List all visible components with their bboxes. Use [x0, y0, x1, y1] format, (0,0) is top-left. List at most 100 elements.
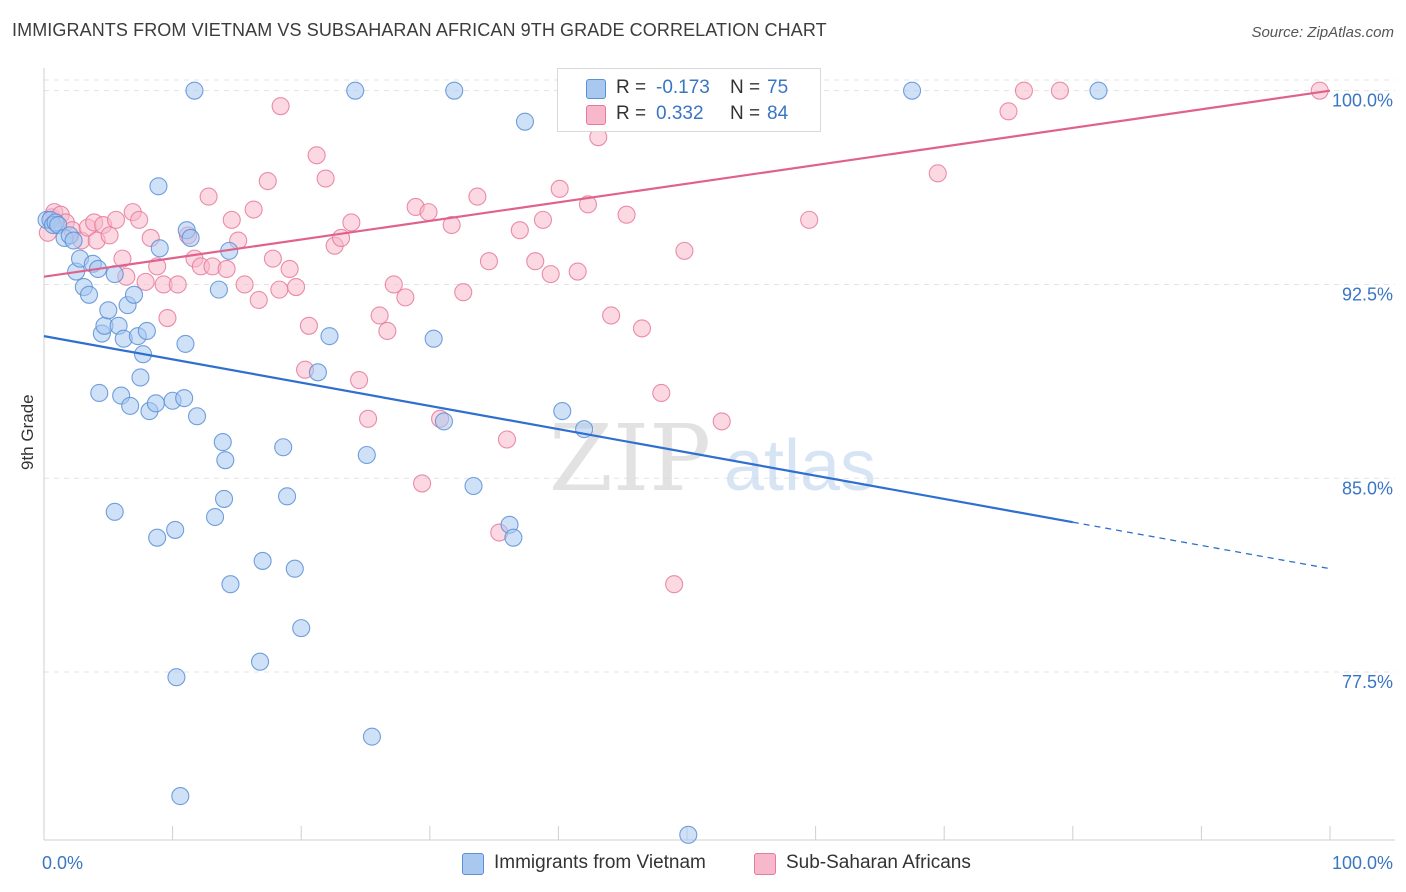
watermark: ZIP atlas — [549, 405, 876, 512]
legend-r-label: R = — [616, 77, 647, 98]
point-sub-saharan — [287, 277, 306, 297]
point-sub-saharan — [158, 309, 177, 328]
point-sub-saharan — [665, 575, 684, 594]
point-vietnam — [175, 389, 194, 408]
point-sub-saharan — [359, 409, 378, 428]
point-sub-saharan — [454, 283, 473, 302]
point-sub-saharan — [1050, 81, 1069, 100]
point-vietnam — [150, 239, 169, 258]
point-sub-saharan — [396, 288, 415, 307]
point-sub-saharan — [199, 187, 218, 206]
point-sub-saharan — [602, 306, 621, 325]
point-sub-saharan — [271, 97, 290, 116]
point-vietnam — [308, 363, 327, 382]
point-sub-saharan — [652, 383, 671, 403]
point-vietnam — [464, 476, 483, 496]
point-vietnam — [79, 285, 99, 304]
x-tick-label: 0.0% — [42, 853, 83, 873]
point-vietnam — [90, 383, 109, 403]
point-sub-saharan — [299, 316, 318, 335]
point-sub-saharan — [217, 259, 236, 279]
point-vietnam — [171, 787, 190, 806]
point-vietnam — [504, 528, 523, 547]
point-vietnam — [124, 285, 144, 304]
legend-r-value: -0.173 — [656, 77, 710, 98]
point-sub-saharan — [442, 215, 461, 235]
point-sub-saharan — [800, 210, 819, 229]
point-vietnam — [185, 81, 204, 100]
chart-source: Source: ZipAtlas.com — [1251, 24, 1394, 41]
legend-r-label: R = — [616, 103, 647, 124]
point-sub-saharan — [533, 210, 553, 229]
point-vietnam — [214, 489, 234, 508]
point-sub-saharan — [479, 252, 499, 271]
point-sub-saharan — [350, 371, 369, 390]
legend-swatch-pink — [754, 853, 776, 875]
point-sub-saharan — [675, 241, 694, 260]
trend-lines — [43, 89, 1331, 570]
watermark-atlas: atlas — [724, 426, 876, 506]
point-sub-saharan — [258, 172, 277, 191]
legend-row-vietnam: R = -0.173 N = 75 — [558, 77, 818, 101]
watermark-zip: ZIP — [549, 405, 711, 512]
point-vietnam — [278, 487, 297, 506]
point-sub-saharan — [497, 430, 517, 449]
point-sub-saharan — [249, 290, 268, 310]
point-sub-saharan — [632, 319, 652, 338]
legend-row-sub-saharan: R = 0.332 N = 84 — [558, 103, 818, 127]
point-vietnam — [209, 280, 228, 299]
point-sub-saharan — [541, 265, 560, 284]
point-sub-saharan — [578, 195, 598, 214]
point-sub-saharan — [280, 259, 299, 279]
point-sub-saharan — [526, 252, 545, 271]
point-sub-saharan — [378, 321, 397, 341]
point-sub-saharan — [235, 275, 254, 294]
legend-swatch-blue — [462, 853, 484, 875]
point-sub-saharan — [928, 164, 947, 183]
point-vietnam — [146, 394, 165, 413]
y-tick-label: 100.0% — [1332, 91, 1393, 111]
point-vietnam — [149, 177, 168, 196]
y-tick-label: 92.5% — [1342, 284, 1393, 304]
point-sub-saharan — [307, 146, 326, 165]
point-sub-saharan — [263, 249, 282, 268]
point-vietnam — [137, 321, 156, 341]
point-vietnam — [445, 81, 464, 100]
point-sub-saharan — [999, 102, 1018, 121]
point-vietnam — [181, 228, 200, 248]
point-vietnam — [99, 301, 118, 320]
point-sub-saharan — [384, 275, 403, 294]
trend-line-vietnam — [43, 335, 1073, 524]
point-sub-saharan — [617, 205, 636, 224]
y-tick-label: 77.5% — [1342, 672, 1393, 692]
point-vietnam — [346, 81, 365, 100]
series-legend: Immigrants from Vietnam Sub-Saharan Afri… — [0, 852, 1406, 878]
point-sub-saharan — [1014, 81, 1033, 100]
point-vietnam — [64, 231, 83, 250]
point-sub-saharan — [316, 169, 335, 188]
legend-swatch-pink — [586, 105, 606, 125]
point-vietnam — [253, 551, 272, 570]
point-vietnam — [320, 327, 339, 346]
legend-n-label: N = — [730, 77, 761, 98]
point-sub-saharan — [244, 200, 263, 219]
point-vietnam — [148, 528, 167, 547]
point-sub-saharan — [106, 210, 126, 229]
point-sub-saharan — [148, 257, 167, 276]
point-sub-saharan — [370, 306, 389, 325]
point-sub-saharan — [568, 262, 587, 281]
point-vietnam — [362, 727, 381, 746]
legend-n-label: N = — [730, 103, 761, 124]
legend-swatch-blue — [586, 79, 606, 99]
point-vietnam — [213, 433, 232, 452]
point-vietnam — [357, 445, 376, 465]
point-vietnam — [166, 520, 185, 539]
point-vietnam — [679, 825, 698, 844]
legend-n-value: 75 — [767, 77, 789, 98]
point-vietnam — [902, 81, 922, 100]
point-sub-saharan — [342, 213, 361, 232]
point-sub-saharan — [550, 179, 569, 198]
point-vietnam — [121, 396, 140, 415]
point-vietnam — [167, 668, 186, 687]
